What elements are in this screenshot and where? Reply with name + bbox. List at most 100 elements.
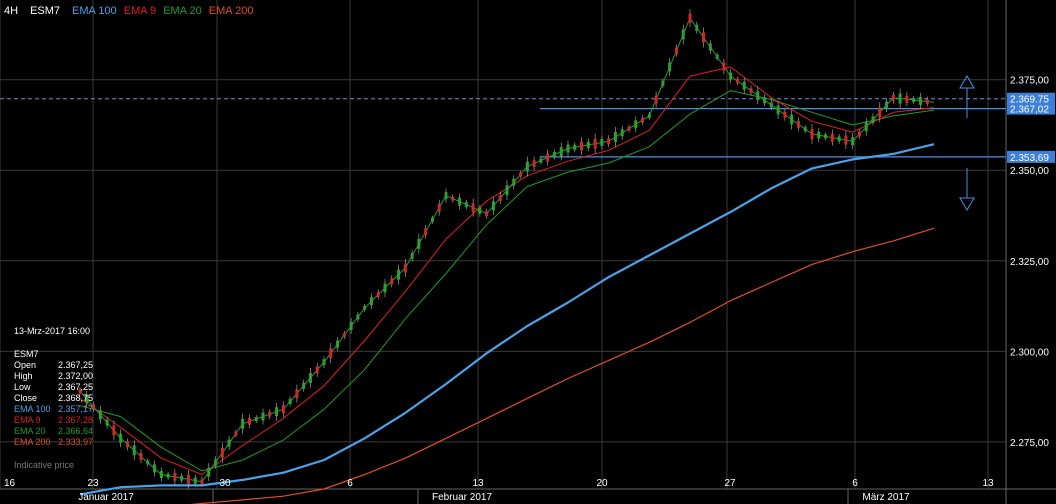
candle-body [790, 114, 794, 125]
candle-body [647, 113, 651, 118]
candle-body [613, 132, 617, 143]
candle-body [803, 127, 807, 132]
candle-body [769, 102, 773, 108]
x-tick-label: 13 [982, 478, 994, 489]
candle-body [444, 192, 448, 200]
candle-body [817, 131, 821, 139]
info-label: EMA 100 [14, 404, 51, 414]
candle-body [200, 479, 204, 485]
candle-body [763, 97, 767, 104]
candle-body [546, 153, 550, 162]
x-tick-label: 30 [219, 478, 231, 489]
x-tick-label: 27 [724, 478, 736, 489]
candle-body [674, 47, 678, 54]
info-row-ema100: EMA 100 2.357,17 [14, 404, 118, 415]
candle-body [193, 477, 197, 484]
candle-body [559, 147, 563, 157]
candle-body [735, 78, 739, 83]
price-tags: 2.369,752.367,02 2.353,69 [1007, 92, 1055, 164]
candle-body [749, 88, 753, 94]
candle-body [146, 460, 150, 465]
info-symbol: ESM7 [14, 349, 39, 359]
x-tick-label: 6 [347, 478, 353, 489]
candle-body [918, 96, 922, 105]
lower-line-tag-bg [1007, 150, 1055, 163]
info-label: Close [14, 393, 38, 403]
x-tick-label: 13 [472, 478, 484, 489]
candle-body [180, 475, 184, 481]
info-row-close: Close 2.368,75 [14, 393, 118, 404]
time-axis: 16 23 30 6 13 20 27 6 13 Januar 2017 Februar 2017 M… [4, 478, 994, 504]
candle-body [634, 120, 638, 129]
candle-body [363, 305, 367, 310]
candle-body [756, 90, 760, 100]
chart-header: 4H ESM7 EMA 100 EMA 9 EMA 20 EMA 200 [4, 5, 257, 17]
lower-line-tag: 2.353,69 [1010, 153, 1049, 164]
legend-ema-9: EMA 9 [123, 5, 157, 17]
indicative-price-note: Indicative price [14, 460, 75, 470]
candle-body [505, 185, 509, 196]
legend-ema-100: EMA 100 [72, 5, 117, 17]
candle-body [729, 72, 733, 80]
series-layer [78, 9, 935, 504]
upper-line-tag: 2.367,02 [1010, 105, 1049, 116]
candle-body [308, 372, 312, 383]
candle-body [322, 359, 326, 366]
candle-body [620, 129, 624, 137]
timeframe-label[interactable]: 4H [4, 5, 19, 17]
candle-body [525, 161, 529, 172]
candle-body [491, 201, 495, 211]
candle-body [898, 93, 902, 104]
info-value: 2.367,28 [58, 415, 94, 425]
x-tick-label: 16 [4, 478, 16, 489]
symbol-label[interactable]: ESM7 [30, 5, 61, 17]
series-line-price [79, 17, 935, 483]
candle-body [390, 278, 394, 285]
upper-line-tag-bg [1007, 102, 1055, 115]
candle-body [600, 138, 604, 146]
candle-body [227, 439, 231, 447]
candle-body [153, 464, 157, 473]
candle-body [430, 217, 434, 222]
candle-body [166, 473, 170, 478]
current-price-tag-bg [1007, 92, 1055, 105]
candle-body [566, 144, 570, 153]
series-line-ema-20 [79, 90, 935, 472]
candle-body [329, 348, 333, 359]
candle-body [261, 412, 265, 421]
candle-body [607, 138, 611, 145]
price-axis: 2.375,00 2.350,00 2.325,00 2.300,00 2.275,00 [1010, 76, 1049, 449]
candle-body [512, 178, 516, 186]
info-value: 2.366,64 [58, 426, 94, 436]
candle-body [342, 333, 346, 338]
candle-body [403, 263, 407, 273]
x-tick-label: 6 [852, 478, 858, 489]
candle-body [139, 452, 143, 460]
candle-body [281, 405, 285, 414]
candle-body [376, 292, 380, 298]
candle-body [857, 131, 861, 137]
candle-body [112, 425, 116, 436]
series-line-ema-200 [189, 227, 935, 504]
candle-body [85, 395, 89, 404]
down-arrow-icon [959, 168, 975, 211]
y-tick-label: 2.325,00 [1010, 257, 1049, 268]
legend-ema-200: EMA 200 [208, 5, 254, 17]
series-line-ema-100 [79, 143, 935, 496]
candle-body [627, 126, 631, 131]
info-value: 2.333,97 [58, 437, 94, 447]
candle-body [925, 99, 929, 105]
candle-body [864, 122, 868, 132]
candle-body [586, 141, 590, 148]
candle-body [397, 269, 401, 280]
candle-body [464, 202, 468, 208]
candle-body [458, 197, 462, 206]
candle-body [851, 137, 855, 146]
month-label: Februar 2017 [432, 492, 492, 503]
candle-body [708, 43, 712, 51]
info-value: 2.368,75 [58, 393, 94, 403]
candle-body [254, 416, 258, 421]
candle-body [885, 101, 889, 109]
